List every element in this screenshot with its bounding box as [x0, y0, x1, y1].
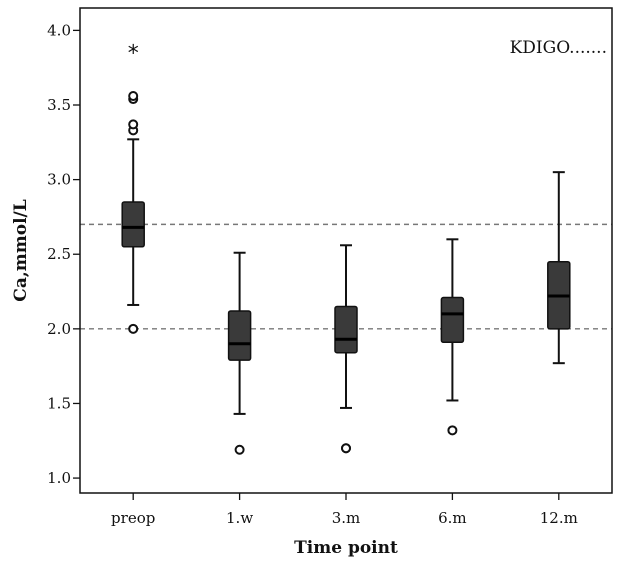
y-tick-label-6: 4.0 — [47, 21, 71, 39]
box-12.m — [547, 171, 571, 365]
box-iqr — [121, 201, 145, 248]
outlier-point-0 — [234, 444, 245, 455]
x-tick-label-3: 6.m — [438, 509, 467, 527]
box-1.w — [227, 251, 252, 455]
boxes-group: * — [121, 41, 571, 455]
box-3.m — [334, 244, 358, 454]
y-tick-label-0: 1.0 — [47, 469, 71, 487]
box-iqr — [227, 310, 252, 361]
outlier-point-0 — [128, 323, 139, 334]
outlier-point-0 — [447, 425, 458, 436]
box-6.m — [440, 238, 465, 436]
x-tick-label-4: 12.m — [540, 509, 578, 527]
x-tick-label-0: preop — [111, 509, 155, 527]
box-iqr — [334, 305, 358, 354]
extreme-point-0: * — [128, 41, 139, 66]
outlier-point-1 — [341, 443, 351, 454]
y-axis: 1.0 1.5 2.0 2.5 3.0 3.5 4.0 — [47, 21, 80, 487]
x-axis-title: Time point — [294, 538, 398, 558]
outlier-point-2 — [128, 119, 139, 130]
y-tick-label-4: 3.0 — [47, 171, 71, 189]
y-axis-title: Ca,mmol/L — [11, 199, 31, 301]
y-tick-label-3: 2.5 — [47, 245, 71, 263]
outlier-point-4 — [128, 91, 139, 102]
x-axis: preop 1.w 3.m 6.m 12.m — [111, 493, 578, 527]
y-tick-label-5: 3.5 — [47, 96, 71, 114]
y-tick-label-1: 1.5 — [47, 394, 71, 412]
x-tick-label-1: 1.w — [226, 509, 253, 527]
y-tick-label-2: 2.0 — [47, 320, 71, 338]
x-tick-label-2: 3.m — [332, 509, 361, 527]
box-iqr — [440, 296, 465, 344]
legend-kdigo: KDIGO....... — [510, 38, 607, 58]
box-preop: * — [121, 41, 145, 334]
